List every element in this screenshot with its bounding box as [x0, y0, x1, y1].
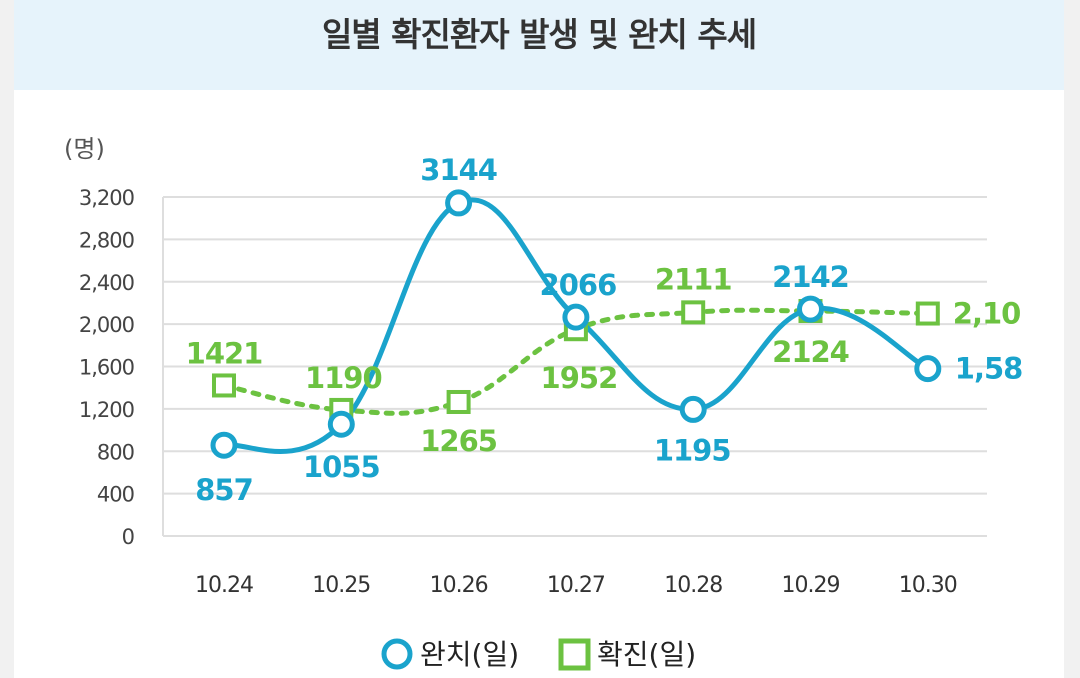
y-tick-label: 2,400: [79, 271, 134, 295]
legend-label-확진: 확진(일): [597, 638, 696, 671]
data-label-완치: 1055: [303, 450, 380, 484]
point-marker-완치: [679, 395, 707, 423]
point-marker-완치: [914, 355, 942, 383]
x-tick-label: 10.25: [312, 573, 370, 598]
x-tick-label: 10.30: [899, 573, 957, 598]
x-tick-label: 10.28: [664, 573, 722, 598]
chart-title: 일별 확진환자 발생 및 완치 추세: [321, 15, 757, 54]
data-label-완치: 2066: [540, 268, 617, 302]
x-tick-label: 10.26: [430, 573, 488, 598]
point-marker-확진: [915, 301, 940, 326]
x-tick-label: 10.24: [195, 573, 253, 598]
data-label-확진: 1190: [305, 361, 382, 395]
data-label-확진: 2111: [655, 262, 732, 296]
data-label-확진: 1421: [186, 336, 263, 370]
title-bar: 일별 확진환자 발생 및 완치 추세: [14, 0, 1064, 90]
data-label-완치: 857: [195, 473, 253, 507]
point-marker-완치: [562, 303, 590, 331]
y-tick-label: 0: [122, 525, 134, 549]
data-label-완치: 3144: [420, 153, 497, 187]
point-marker-완치: [210, 431, 238, 459]
y-tick-label: 2,800: [79, 228, 134, 252]
point-marker-확진: [681, 300, 706, 325]
data-label-확진: 2124: [772, 335, 849, 369]
legend-label-완치: 완치(일): [420, 638, 519, 671]
y-tick-label: 1,600: [79, 356, 134, 380]
point-marker-확진: [212, 373, 236, 398]
y-tick-label: 400: [97, 483, 134, 507]
data-label-확진: 1952: [541, 361, 618, 395]
point-marker-확진: [446, 389, 471, 414]
legend-marker-확진: [558, 638, 591, 671]
point-marker-완치: [327, 410, 355, 438]
data-label-완치: 1,58: [955, 352, 1023, 386]
data-label-완치: 1195: [654, 433, 731, 467]
point-marker-완치: [797, 295, 824, 323]
y-tick-label: 3,200: [79, 186, 134, 210]
data-label-확진: 1265: [420, 424, 497, 458]
x-tick-label: 10.27: [547, 573, 605, 598]
y-tick-label: 800: [97, 440, 134, 464]
y-unit-label: (명): [64, 135, 105, 163]
y-tick-label: 2,000: [79, 313, 134, 337]
y-tick-label: 1,200: [79, 398, 134, 422]
x-tick-label: 10.29: [782, 573, 840, 598]
data-label-완치: 2142: [772, 260, 849, 294]
point-marker-완치: [445, 189, 473, 217]
legend-marker-완치: [381, 638, 413, 670]
data-label-확진: 2,10: [953, 297, 1021, 331]
